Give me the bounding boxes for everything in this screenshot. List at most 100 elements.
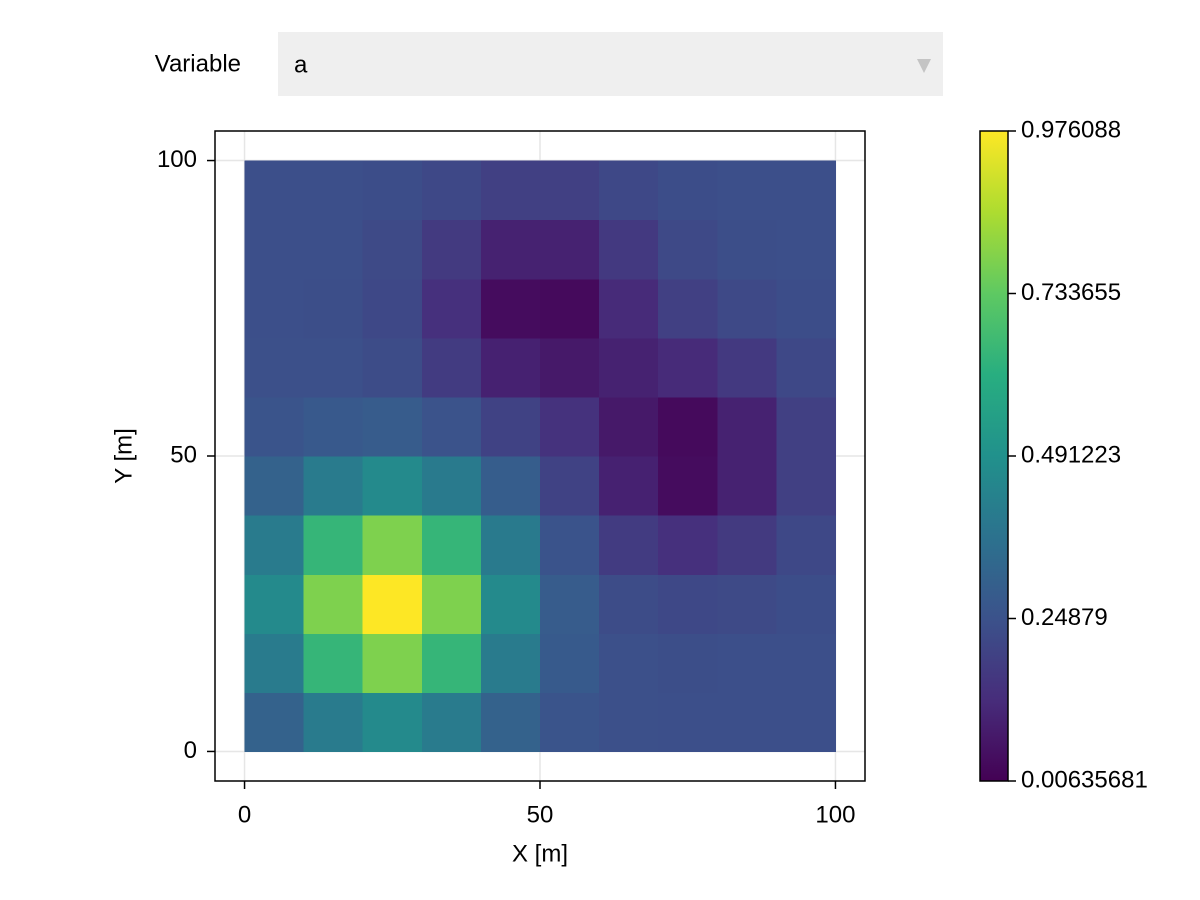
dropdown[interactable]: a <box>278 32 943 96</box>
heatmap-cell <box>480 633 541 693</box>
heatmap-cell <box>421 515 482 575</box>
heatmap-cell <box>244 278 305 339</box>
heatmap-cell <box>480 456 541 516</box>
heatmap-cell <box>421 337 482 398</box>
y-tick-label: 100 <box>157 146 197 173</box>
heatmap-cell <box>776 396 837 457</box>
heatmap-cell <box>658 515 718 575</box>
heatmap-cell <box>244 692 305 753</box>
heatmap-cell <box>303 515 364 575</box>
heatmap-cell <box>362 515 423 575</box>
heatmap-cell <box>717 574 777 634</box>
heatmap-cell <box>658 396 718 457</box>
heatmap-cell <box>658 456 718 516</box>
colorbar-tick-label: 0.00635681 <box>1021 766 1148 793</box>
heatmap-cell <box>303 456 364 516</box>
colorbar-tick-label: 0.976088 <box>1021 116 1121 143</box>
heatmap-cell <box>421 396 482 457</box>
heatmap-cell <box>480 692 541 753</box>
heatmap-cell <box>776 574 837 634</box>
y-axis-label: Y [m] <box>110 428 137 484</box>
heatmap-cell <box>480 515 541 575</box>
heatmap-cell <box>658 633 718 693</box>
plot-area <box>215 131 865 781</box>
heatmap-cell <box>658 574 718 634</box>
heatmap-cell <box>599 456 659 516</box>
heatmap-cell <box>599 337 659 398</box>
heatmap-cell <box>480 278 541 339</box>
x-tick-label: 50 <box>527 801 554 828</box>
heatmap-cell <box>658 160 718 221</box>
heatmap-cell <box>421 160 482 221</box>
colorbar <box>980 131 1008 781</box>
heatmap-cell <box>658 692 718 753</box>
heatmap-cell <box>244 633 305 693</box>
heatmap-cell <box>540 396 600 457</box>
dropdown-arrow[interactable] <box>917 59 931 73</box>
heatmap-cell <box>717 219 777 280</box>
dropdown-box[interactable] <box>278 32 943 96</box>
heatmap-cell <box>303 396 364 457</box>
heatmap-cell <box>717 396 777 457</box>
heatmap-cell <box>362 337 423 398</box>
heatmap-cell <box>362 396 423 457</box>
heatmap-cell <box>244 160 305 221</box>
menu-label: Variable <box>155 50 241 77</box>
heatmap-cell <box>303 219 364 280</box>
heatmap-cell <box>303 337 364 398</box>
heatmap-cell <box>244 337 305 398</box>
heatmap-cell <box>658 278 718 339</box>
heatmap-cell <box>303 278 364 339</box>
heatmap-cell <box>599 515 659 575</box>
y-tick-label: 0 <box>184 737 197 764</box>
heatmap-cell <box>540 574 600 634</box>
heatmap-cell <box>599 278 659 339</box>
heatmap-cell <box>717 456 777 516</box>
heatmap-cell <box>303 692 364 753</box>
heatmap-cell <box>421 278 482 339</box>
heatmap-cell <box>658 219 718 280</box>
heatmap-cell <box>480 219 541 280</box>
heatmap-cell <box>480 160 541 221</box>
heatmap-cell <box>599 219 659 280</box>
heatmap-cell <box>776 692 837 753</box>
heatmap-cell <box>362 692 423 753</box>
x-axis-label: X [m] <box>512 840 568 867</box>
heatmap-cell <box>244 219 305 280</box>
x-tick-label: 0 <box>238 801 251 828</box>
heatmap-cell <box>540 692 600 753</box>
heatmap-cell <box>717 278 777 339</box>
colorbar-tick-label: 0.24879 <box>1021 604 1108 631</box>
heatmap-cell <box>599 160 659 221</box>
heatmap-cell <box>776 278 837 339</box>
heatmap-cell <box>776 633 837 693</box>
heatmap-cell <box>362 456 423 516</box>
heatmap-cell <box>599 692 659 753</box>
heatmap-cell <box>540 337 600 398</box>
colorbar-tick-label: 0.491223 <box>1021 441 1121 468</box>
heatmap-cell <box>717 337 777 398</box>
heatmap-cell <box>421 219 482 280</box>
heatmap-cell <box>244 456 305 516</box>
heatmap-cell <box>303 574 364 634</box>
heatmap-cell <box>421 633 482 693</box>
heatmap-cell <box>362 219 423 280</box>
heatmap-cell <box>480 396 541 457</box>
heatmap-cell <box>421 456 482 516</box>
y-tick-label: 50 <box>170 441 197 468</box>
heatmap-cell <box>776 515 837 575</box>
heatmap-cell <box>244 515 305 575</box>
heatmap-cell <box>776 219 837 280</box>
heatmap-cell <box>599 633 659 693</box>
heatmap-cell <box>362 633 423 693</box>
heatmap-cell <box>717 515 777 575</box>
heatmap-cell <box>244 574 305 634</box>
heatmap-cell <box>599 574 659 634</box>
heatmap-cell <box>303 160 364 221</box>
heatmap-cell <box>776 337 837 398</box>
heatmap-cell <box>717 160 777 221</box>
dropdown-value[interactable]: a <box>294 51 308 78</box>
heatmap-cell <box>303 633 364 693</box>
